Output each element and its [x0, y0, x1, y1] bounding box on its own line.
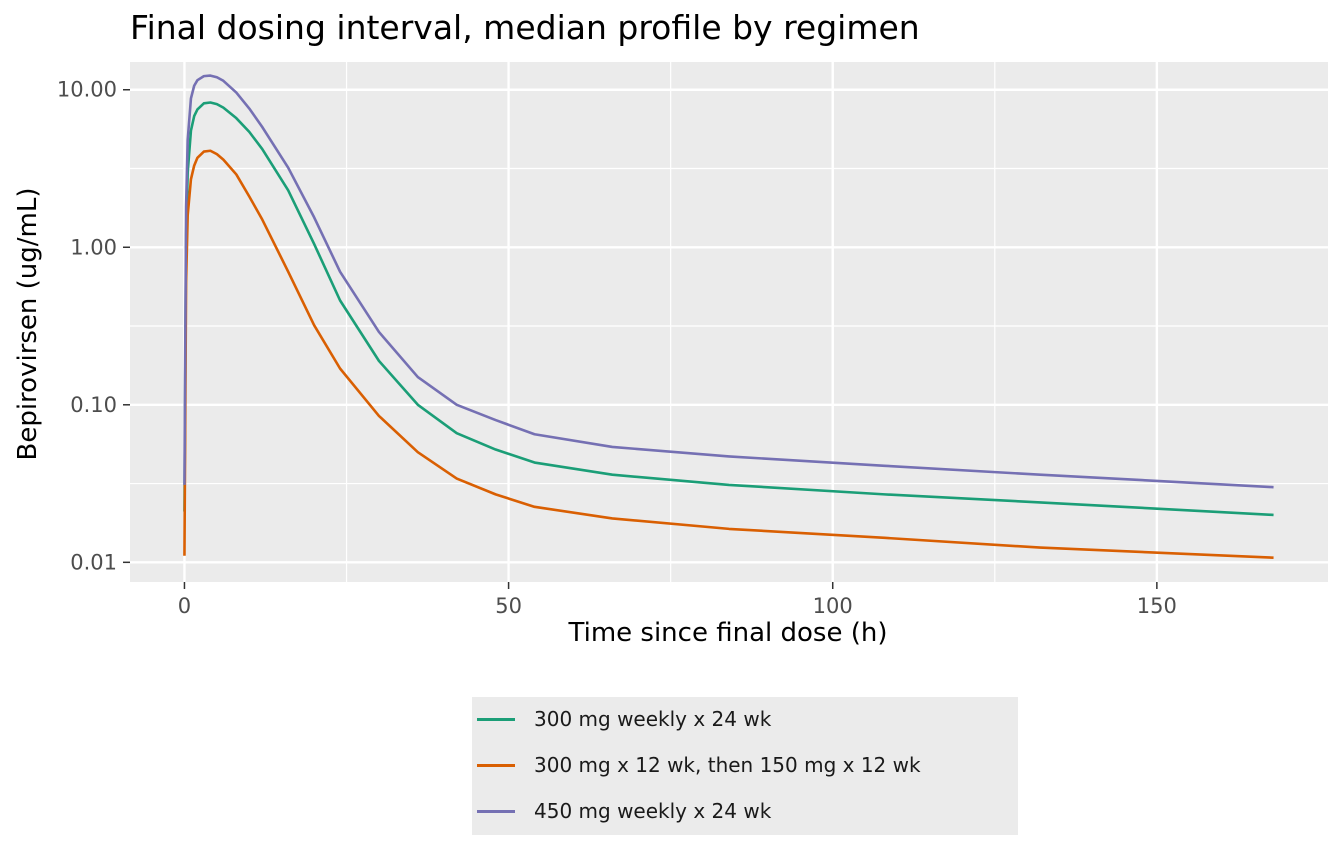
series-layer: [183, 74, 1274, 559]
series-line-2: [183, 74, 1274, 489]
x-tick-label: 150: [1137, 594, 1177, 618]
legend: 300 mg weekly x 24 wk 300 mg x 12 wk, th…: [472, 697, 1018, 835]
legend-key-450mg-weekly: [477, 809, 515, 813]
minor-gridlines-y: [130, 167, 1328, 485]
y-axis: 0.01 0.10 1.00 10.00: [57, 78, 130, 574]
legend-label-300mg-weekly: 300 mg weekly x 24 wk: [534, 707, 772, 731]
series-line-0: [183, 101, 1274, 517]
plot-panel: [130, 62, 1328, 582]
x-tick-label: 0: [178, 594, 191, 618]
minor-gridlines-x: [345, 62, 996, 582]
x-tick-label: 100: [813, 594, 853, 618]
y-tick-label: 1.00: [70, 235, 117, 259]
legend-label-450mg-weekly: 450 mg weekly x 24 wk: [534, 799, 772, 823]
chart-title: Final dosing interval, median profile by…: [130, 8, 920, 47]
legend-key-300-then-150: [477, 763, 515, 767]
y-tick-label: 0.10: [70, 393, 117, 417]
series-line-1: [183, 149, 1274, 559]
y-tick-label: 0.01: [70, 550, 117, 574]
y-axis-title: Bepirovirsen (ug/mL): [13, 187, 43, 461]
legend-label-300-then-150: 300 mg x 12 wk, then 150 mg x 12 wk: [534, 753, 921, 777]
x-axis-title: Time since final dose (h): [568, 618, 888, 648]
legend-key-300mg-weekly: [477, 717, 515, 721]
x-axis: 0 50 100 150: [178, 582, 1177, 618]
y-tick-label: 10.00: [57, 78, 117, 102]
x-tick-label: 50: [495, 594, 522, 618]
x-axis-title-wrap: Time since final dose (h): [0, 618, 1344, 648]
